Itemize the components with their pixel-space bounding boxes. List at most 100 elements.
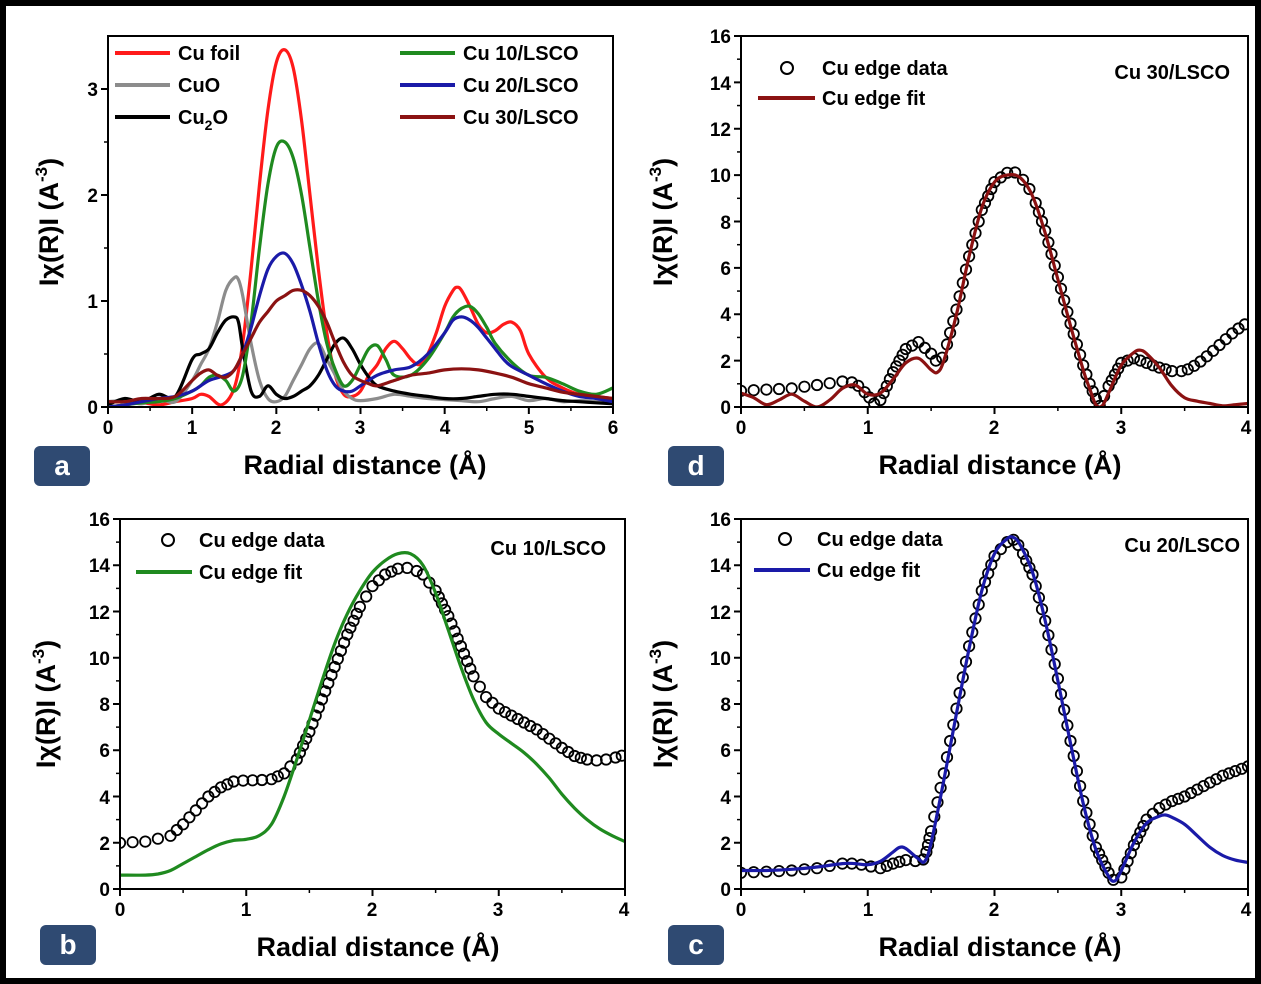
panel-c-ytick: 8 xyxy=(720,695,731,716)
data-point-c xyxy=(1172,792,1185,805)
data-point-b xyxy=(524,719,537,733)
panel-c-y-axis-title: Iχ(R)I (A-3) xyxy=(646,640,678,768)
panel-b: 0 1 2 3 4 0 2 4 6 8 10 12 14 16 Radial d… xyxy=(29,510,630,965)
data-point-d xyxy=(845,376,859,389)
series-line-cu-edge-fit xyxy=(741,535,1248,883)
series-line-cu-edge-fit xyxy=(120,550,625,877)
data-point-b xyxy=(609,751,622,764)
panel-c-sample-label: Cu 20/LSCO xyxy=(1124,535,1240,557)
panel-a-ytick: 1 xyxy=(87,292,98,313)
panel-b-sample-label: Cu 10/LSCO xyxy=(490,538,606,560)
data-point-d xyxy=(1001,166,1014,179)
panel-d-ytick: 0 xyxy=(720,398,731,419)
panel-c-letter: c xyxy=(688,929,704,960)
panel-a-xtick: 0 xyxy=(103,418,114,439)
data-point-c xyxy=(1131,832,1144,845)
data-point-b xyxy=(151,832,164,845)
panel-d-xtick: 3 xyxy=(1116,418,1127,439)
data-point-b xyxy=(492,702,505,715)
panel-a-y-axis-title: Iχ(R)I (A-3) xyxy=(32,158,64,286)
data-point-c xyxy=(1134,826,1147,839)
panel-a-xtick: 5 xyxy=(524,418,535,439)
data-point-c xyxy=(1210,773,1223,786)
panel-c-xtick: 1 xyxy=(863,900,874,921)
legend-label-cu30: Cu 30/LSCO xyxy=(463,107,579,129)
data-point-b xyxy=(341,628,354,641)
data-point-b xyxy=(467,670,480,683)
panel-d-xtick: 4 xyxy=(1241,418,1252,439)
panel-d-ytick: 2 xyxy=(720,352,731,373)
series-line-cu-20-lsco xyxy=(108,251,613,407)
data-point-b xyxy=(325,668,338,682)
data-point-d xyxy=(1023,182,1036,196)
data-point-b xyxy=(139,835,152,848)
panel-b-ytick: 8 xyxy=(99,695,110,716)
data-point-d xyxy=(747,384,760,397)
data-point-d xyxy=(1181,363,1194,376)
data-point-c xyxy=(1222,767,1236,780)
panel-a-plot-area xyxy=(108,48,613,407)
series-line-cu-10-lsco xyxy=(108,139,613,407)
data-point-b xyxy=(126,836,139,849)
panel-b-letter: b xyxy=(59,929,76,960)
panel-c-letter-badge xyxy=(668,925,724,965)
data-point-b xyxy=(189,804,202,817)
data-point-c xyxy=(741,866,748,879)
panel-d-ticks xyxy=(734,35,1249,414)
panel-c-ytick: 6 xyxy=(720,741,731,762)
legend-marker-data xyxy=(780,61,794,75)
data-point-c xyxy=(1197,779,1210,793)
legend-label-fit: Cu edge fit xyxy=(199,562,303,584)
panel-b-ticks xyxy=(113,518,626,896)
panel-b-xtick: 3 xyxy=(493,900,504,921)
data-point-d xyxy=(1140,356,1153,369)
panel-a-x-axis-title: Radial distance (Å) xyxy=(243,449,486,480)
panel-c-xtick: 2 xyxy=(989,900,1000,921)
data-point-d xyxy=(1134,354,1147,367)
data-point-b xyxy=(331,652,344,666)
panel-a-xtick: 4 xyxy=(440,418,451,439)
panel-c-ytick: 10 xyxy=(710,649,731,670)
data-point-c xyxy=(1165,794,1179,808)
data-point-d xyxy=(1238,318,1248,331)
panel-d-plot-area xyxy=(741,166,1248,407)
panel-c-ytick: 0 xyxy=(720,880,731,901)
panel-c-ytick: 4 xyxy=(720,788,731,809)
data-point-b xyxy=(410,564,423,578)
legend-marker-data xyxy=(161,533,175,547)
data-point-c xyxy=(886,857,900,870)
panel-d: 0 1 2 3 4 0 2 4 6 8 10 12 14 16 Radial d… xyxy=(646,27,1252,486)
panel-d-ytick: 10 xyxy=(710,166,731,187)
legend-marker-data xyxy=(778,532,792,546)
panel-a-xtick: 6 xyxy=(608,418,619,439)
data-point-c xyxy=(880,859,893,873)
panel-d-ytick: 8 xyxy=(720,213,731,234)
data-point-b xyxy=(360,590,373,603)
data-point-b xyxy=(562,745,575,759)
data-point-d xyxy=(798,380,811,393)
data-point-d xyxy=(741,384,748,397)
panel-d-letter: d xyxy=(687,450,704,481)
legend-label-fit: Cu edge fit xyxy=(817,560,921,582)
legend-label-data: Cu edge data xyxy=(817,529,943,551)
data-point-b xyxy=(277,767,291,780)
panel-a-xtick: 2 xyxy=(271,418,282,439)
data-point-b xyxy=(505,709,518,722)
series-line-cu-30-lsco xyxy=(108,288,613,404)
data-point-b xyxy=(214,781,228,794)
panel-c-ytick: 16 xyxy=(710,510,731,531)
panel-b-xtick: 4 xyxy=(619,900,630,921)
data-point-c xyxy=(1159,798,1172,811)
panel-b-plot-area xyxy=(120,550,625,877)
legend-label-cu10: Cu 10/LSCO xyxy=(463,43,579,65)
data-point-d xyxy=(1121,354,1134,367)
data-point-b xyxy=(271,770,284,783)
data-point-b xyxy=(196,797,209,810)
data-point-d xyxy=(772,382,786,396)
data-point-c xyxy=(1153,801,1166,815)
panel-d-xtick: 1 xyxy=(863,418,874,439)
data-point-c xyxy=(1235,762,1248,775)
data-point-b xyxy=(221,778,234,791)
panel-b-ytick: 0 xyxy=(99,880,110,901)
